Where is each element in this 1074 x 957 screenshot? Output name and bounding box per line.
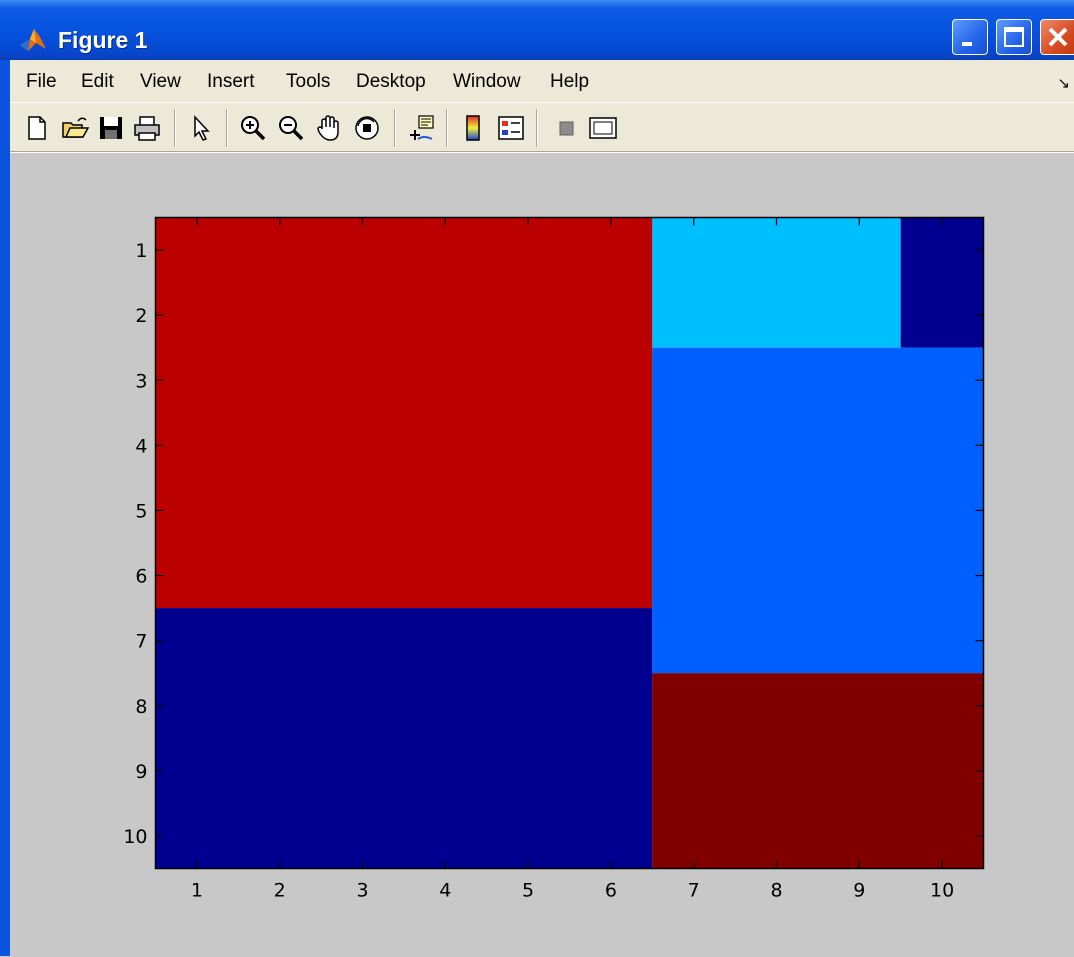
menu-bar: File Edit View Insert Tools Desktop Wind… xyxy=(10,60,1074,102)
x-tick-label-2: 2 xyxy=(274,880,286,902)
maximize-button[interactable] xyxy=(996,19,1032,55)
y-tick-label-6: 6 xyxy=(135,566,147,588)
zoom-out-icon[interactable] xyxy=(276,113,306,143)
new-figure-icon[interactable] xyxy=(22,113,52,143)
axes-frame xyxy=(154,216,985,870)
heatmap-region-2 xyxy=(652,217,901,348)
x-tick-label-3: 3 xyxy=(356,880,368,902)
y-tick-label-5: 5 xyxy=(135,500,147,522)
x-tick-label-9: 9 xyxy=(853,880,865,902)
menu-edit[interactable]: Edit xyxy=(81,71,114,92)
menu-tools[interactable]: Tools xyxy=(286,71,331,92)
axis-ticks xyxy=(155,217,984,869)
figure-toolbar xyxy=(10,102,1074,152)
x-tick-label-1: 1 xyxy=(191,880,203,902)
y-tick-label-3: 3 xyxy=(135,370,147,392)
show-plot-tools-icon[interactable] xyxy=(588,113,618,143)
chevron-more-icon[interactable]: ↘ xyxy=(1057,74,1070,92)
pan-hand-icon[interactable] xyxy=(314,113,344,143)
menu-help[interactable]: Help xyxy=(550,71,590,92)
minimize-icon xyxy=(962,42,972,46)
rotate-3d-icon[interactable] xyxy=(352,113,382,143)
menu-insert[interactable]: Insert xyxy=(207,71,255,92)
x-tick-labels: 1 2 3 4 5 6 7 8 9 10 xyxy=(191,880,954,902)
x-tick-label-5: 5 xyxy=(522,880,534,902)
maximize-icon xyxy=(1004,27,1024,47)
y-tick-label-4: 4 xyxy=(135,435,147,457)
heatmap-plot[interactable]: 1 2 3 4 5 6 7 8 9 10 1 2 3 4 5 6 7 8 9 10 xyxy=(10,153,1074,957)
window-client: File Edit View Insert Tools Desktop Wind… xyxy=(10,60,1074,956)
x-tick-label-4: 4 xyxy=(439,880,451,902)
heatmap-region-5 xyxy=(652,673,984,869)
toolbar-separator xyxy=(446,109,448,147)
heatmap-cells xyxy=(155,217,984,869)
y-tick-label-8: 8 xyxy=(135,696,147,718)
toolbar-separator xyxy=(226,109,228,147)
toolbar-separator xyxy=(394,109,396,147)
figure-canvas: 1 2 3 4 5 6 7 8 9 10 1 2 3 4 5 6 7 8 9 10 xyxy=(10,152,1074,956)
window-title: Figure 1 xyxy=(58,27,148,53)
x-tick-label-8: 8 xyxy=(770,880,782,902)
x-tick-label-7: 7 xyxy=(688,880,700,902)
heatmap-region-1 xyxy=(155,608,653,869)
open-file-icon[interactable] xyxy=(60,113,90,143)
heatmap-region-0 xyxy=(155,217,653,609)
menu-window[interactable]: Window xyxy=(453,71,521,92)
minimize-button[interactable] xyxy=(952,19,988,55)
insert-colorbar-icon[interactable] xyxy=(458,113,488,143)
y-tick-label-9: 9 xyxy=(135,761,147,783)
close-icon xyxy=(1048,27,1068,47)
save-icon[interactable] xyxy=(96,113,126,143)
x-tick-label-6: 6 xyxy=(605,880,617,902)
heatmap-region-3 xyxy=(900,217,984,348)
y-tick-label-1: 1 xyxy=(135,240,147,262)
menu-desktop[interactable]: Desktop xyxy=(356,71,426,92)
y-tick-label-7: 7 xyxy=(135,631,147,653)
y-tick-label-2: 2 xyxy=(135,305,147,327)
menu-view[interactable]: View xyxy=(140,71,181,92)
data-cursor-icon[interactable] xyxy=(406,113,436,143)
heatmap-region-4 xyxy=(652,347,984,674)
menu-file[interactable]: File xyxy=(26,71,57,92)
insert-legend-icon[interactable] xyxy=(496,113,526,143)
x-tick-label-10: 10 xyxy=(930,880,954,902)
print-icon[interactable] xyxy=(132,113,162,143)
matlab-icon xyxy=(20,29,46,51)
edit-plot-arrow-icon[interactable] xyxy=(186,113,216,143)
y-tick-label-10: 10 xyxy=(123,826,147,848)
title-bar[interactable]: Figure 1 xyxy=(0,0,1074,60)
toolbar-separator xyxy=(536,109,538,147)
y-tick-labels: 1 2 3 4 5 6 7 8 9 10 xyxy=(123,240,147,848)
close-button[interactable] xyxy=(1040,19,1074,55)
toolbar-separator xyxy=(174,109,176,147)
zoom-in-icon[interactable] xyxy=(238,113,268,143)
hide-plot-tools-icon[interactable] xyxy=(552,113,582,143)
